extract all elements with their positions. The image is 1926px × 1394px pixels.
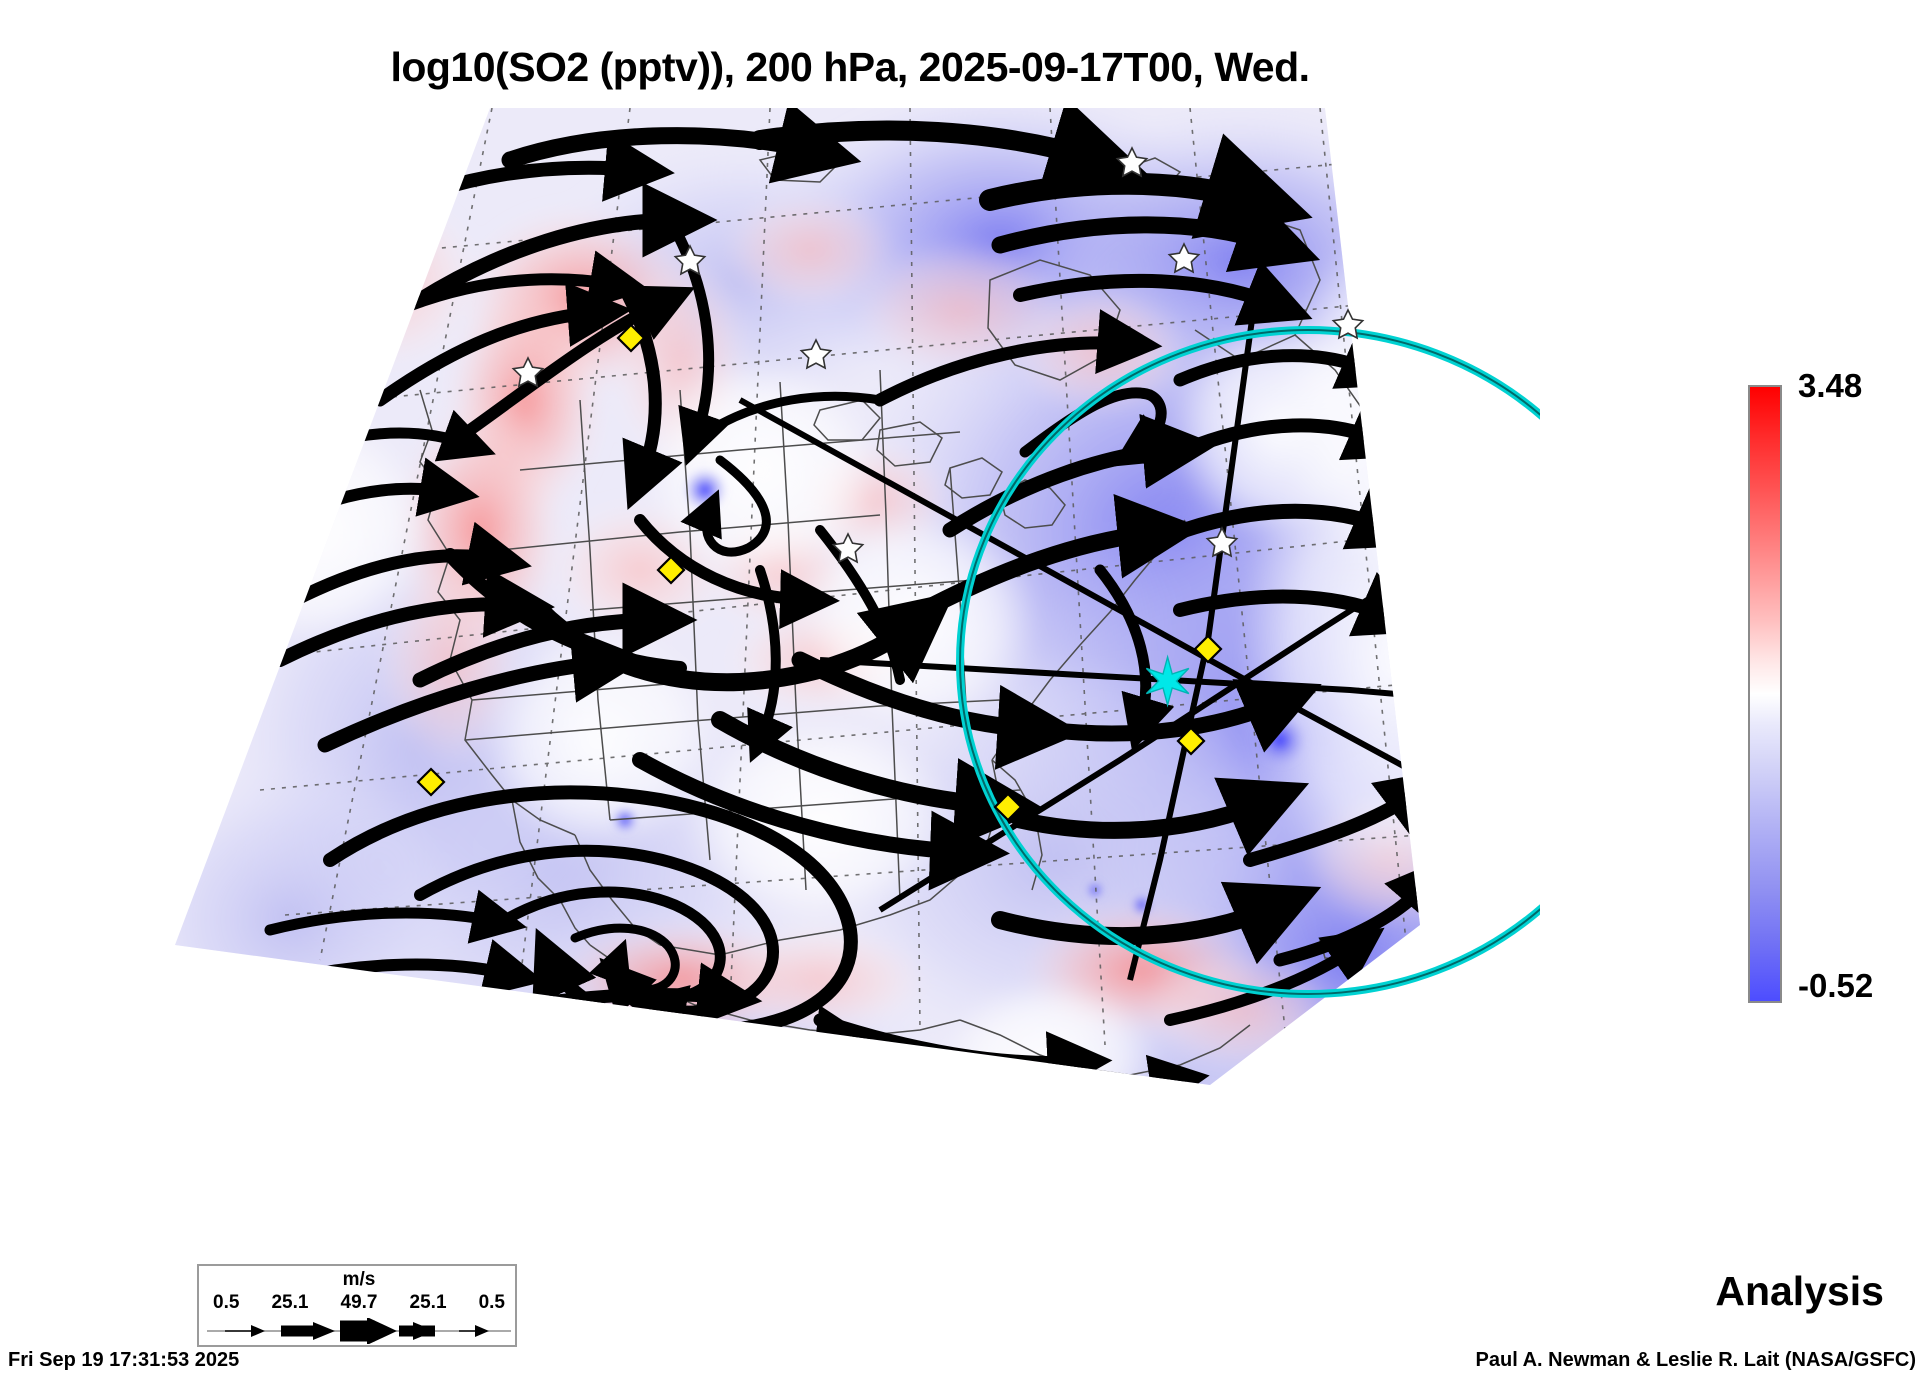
page-title: log10(SO2 (pptv)), 200 hPa, 2025-09-17T0… bbox=[390, 44, 1310, 90]
wind-units-label: m/s bbox=[342, 1269, 376, 1290]
credits-label: Paul A. Newman & Leslie R. Lait (NASA/GS… bbox=[1475, 1349, 1916, 1371]
site-diamond[interactable] bbox=[416, 767, 446, 797]
site-diamond[interactable] bbox=[1193, 634, 1223, 664]
orbit-track-lines bbox=[738, 275, 1420, 981]
wind-value: 25.1 bbox=[271, 1292, 309, 1313]
site-diamond[interactable] bbox=[616, 323, 646, 353]
colorbar: 3.48 -0.52 bbox=[1742, 367, 1922, 1015]
generation-timestamp: Fri Sep 19 17:31:53 2025 bbox=[8, 1349, 240, 1371]
center-star-marker[interactable] bbox=[1145, 654, 1190, 708]
map-panel[interactable] bbox=[120, 100, 1540, 1280]
wind-value: 25.1 bbox=[409, 1292, 447, 1313]
wind-value-labels: 0.5 25.1 49.7 25.1 0.5 bbox=[199, 1291, 519, 1315]
wind-arrow-scale-icon bbox=[207, 1318, 511, 1344]
wind-speed-legend: m/s 0.5 25.1 49.7 25.1 0.5 bbox=[197, 1264, 517, 1347]
colorbar-gradient bbox=[1748, 385, 1782, 1003]
wind-value: 0.5 bbox=[213, 1292, 240, 1313]
colorbar-max-label: 3.48 bbox=[1798, 367, 1863, 404]
site-diamond[interactable] bbox=[1176, 726, 1206, 756]
map-figure[interactable] bbox=[120, 100, 1540, 1280]
site-diamond[interactable] bbox=[656, 555, 686, 585]
site-diamond-markers[interactable] bbox=[416, 323, 1223, 822]
range-circle-outline bbox=[959, 329, 1540, 995]
city-star-markers bbox=[511, 146, 1365, 564]
analysis-label: Analysis bbox=[1715, 1268, 1884, 1314]
colorbar-min-label: -0.52 bbox=[1798, 967, 1874, 1004]
wind-value: 0.5 bbox=[478, 1292, 505, 1313]
site-diamond[interactable] bbox=[993, 792, 1023, 822]
wind-value: 49.7 bbox=[340, 1292, 378, 1313]
